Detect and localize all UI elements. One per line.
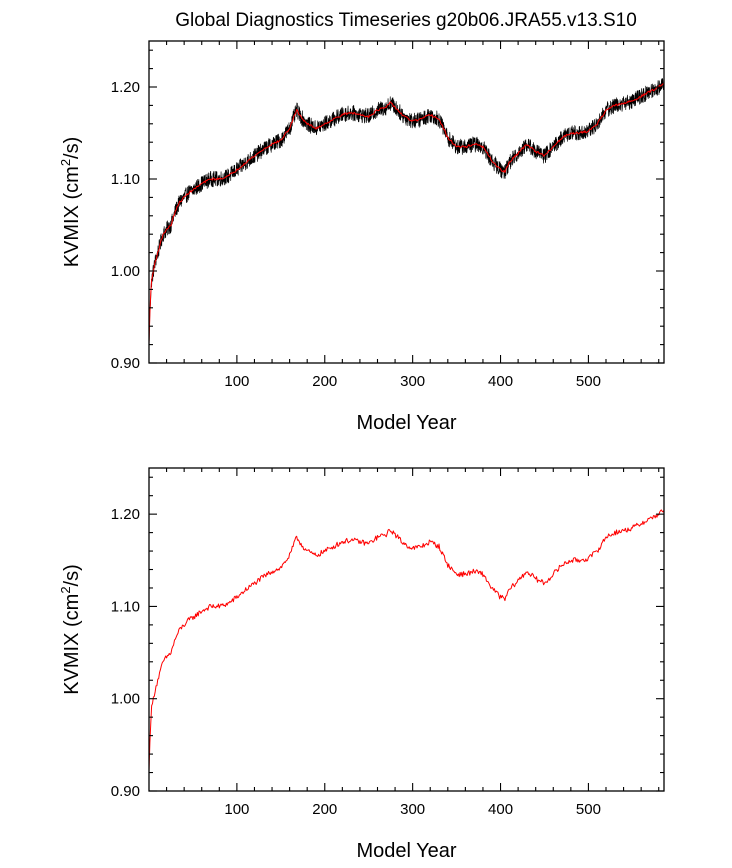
series-line-annual-mean xyxy=(148,509,665,772)
y-tick-label: 1.00 xyxy=(111,263,140,280)
x-tick-label: 500 xyxy=(576,801,601,818)
y-axis-label: KVMIX (cm2/s) xyxy=(58,137,83,268)
x-tick-label: 300 xyxy=(400,373,425,390)
y-tick-label: 0.90 xyxy=(111,783,140,800)
x-tick-label: 300 xyxy=(400,801,425,818)
y-tick-label: 0.90 xyxy=(111,355,140,372)
plot-frame xyxy=(148,40,665,364)
x-tick-label: 500 xyxy=(576,373,601,390)
y-tick-label: 1.00 xyxy=(111,691,140,708)
x-tick-label: 200 xyxy=(312,801,337,818)
y-axis-label: KVMIX (cm2/s) xyxy=(58,564,83,695)
top-panel: 100 200 300 400 500 0.90 1.00 1.10 1.20 Model Yea… xyxy=(58,40,665,434)
x-tick-label: 100 xyxy=(224,373,249,390)
x-tick-label: 100 xyxy=(224,801,249,818)
series-line-running-mean xyxy=(148,82,665,345)
plot-frame xyxy=(148,467,665,792)
y-tick-label: 1.20 xyxy=(111,79,140,96)
x-axis-label: Model Year xyxy=(356,412,456,434)
y-tick-label: 1.10 xyxy=(111,598,140,615)
x-axis-label: Model Year xyxy=(356,840,456,862)
y-tick-label: 1.10 xyxy=(111,171,140,188)
x-tick-label: 400 xyxy=(488,801,513,818)
y-tick-label: 1.20 xyxy=(111,506,140,523)
series-line-monthly xyxy=(148,77,665,342)
x-tick-label: 400 xyxy=(488,373,513,390)
figure-title: Global Diagnostics Timeseries g20b06.JRA… xyxy=(175,10,637,31)
bottom-panel: 100 200 300 400 500 0.90 1.00 1.10 1.20 Model Yea… xyxy=(58,467,665,862)
x-tick-label: 200 xyxy=(312,373,337,390)
